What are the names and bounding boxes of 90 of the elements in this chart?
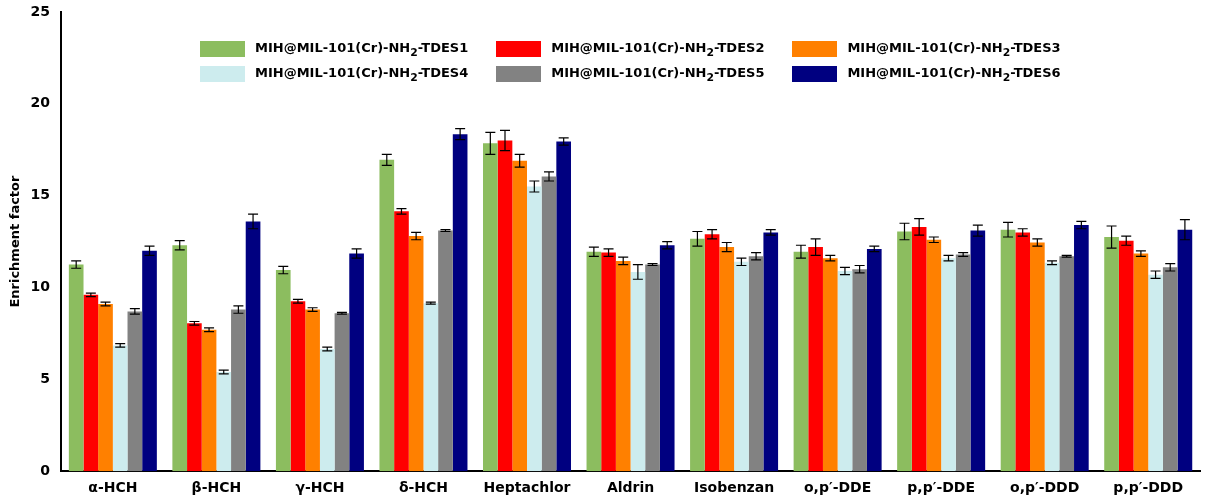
- bar: [659, 245, 675, 472]
- bar: [68, 264, 84, 472]
- bar: [83, 294, 99, 472]
- bar: [1104, 237, 1119, 472]
- x-tick-label: Heptachlor: [483, 479, 571, 496]
- bar: [763, 232, 779, 472]
- bar: [408, 236, 424, 472]
- bar: [1059, 256, 1075, 472]
- bar: [483, 143, 498, 472]
- bar: [852, 269, 867, 472]
- bar: [275, 270, 291, 472]
- bar: [216, 372, 232, 472]
- x-tick-label: Isobenzan: [693, 479, 775, 496]
- bar: [423, 303, 439, 472]
- bar: [1148, 274, 1163, 472]
- bar: [1000, 229, 1016, 472]
- bar: [172, 245, 188, 472]
- bar: [290, 301, 306, 472]
- bar: [822, 258, 838, 472]
- bar: [645, 264, 660, 472]
- y-axis-title: Enrichment factor: [7, 175, 23, 308]
- legend-label: MIH@MIL-101(Cr)-NH$_{2}$-TDES2: [551, 40, 765, 59]
- bar: [512, 160, 527, 472]
- bar: [704, 234, 720, 472]
- bar: [1074, 225, 1089, 472]
- bar: [926, 239, 942, 472]
- x-tick-label: Aldrin: [606, 479, 655, 496]
- bar: [941, 258, 956, 472]
- bar: [615, 260, 631, 472]
- bar: [1177, 229, 1193, 472]
- bar: [748, 256, 764, 472]
- bar: [452, 134, 468, 472]
- bar: [1133, 253, 1149, 472]
- legend-label: MIH@MIL-101(Cr)-NH$_{2}$-TDES3: [847, 40, 1061, 59]
- bar: [201, 329, 217, 472]
- bar: [379, 159, 395, 472]
- x-tick-label: β-HCH: [191, 479, 242, 496]
- x-tick-label: o,p′-DDE: [803, 479, 872, 496]
- bar: [1044, 262, 1060, 472]
- bar: [527, 186, 542, 472]
- bar: [1030, 242, 1045, 472]
- legend-label: MIH@MIL-101(Cr)-NH$_{2}$-TDES1: [255, 40, 469, 59]
- bar: [793, 251, 809, 472]
- bar: [334, 313, 350, 472]
- bar: [319, 349, 335, 472]
- bar: [497, 140, 513, 472]
- bar: [127, 311, 143, 472]
- x-tick-label: o,p′-DDD: [1010, 479, 1080, 496]
- bar: [541, 176, 557, 472]
- bar: [245, 221, 261, 472]
- bar: [837, 270, 853, 472]
- bar: [690, 238, 705, 472]
- x-tick-label: α-HCH: [88, 479, 138, 496]
- bar: [970, 230, 986, 472]
- bar: [187, 323, 202, 472]
- bar: [866, 248, 882, 472]
- bar: [630, 271, 646, 472]
- y-tick-label: 5: [40, 370, 51, 386]
- legend-label: MIH@MIL-101(Cr)-NH$_{2}$-TDES4: [255, 64, 469, 84]
- bar: [98, 304, 113, 472]
- bar: [734, 261, 749, 472]
- y-tick-label: 15: [30, 186, 51, 203]
- bar: [601, 252, 616, 472]
- x-tick-label: δ-HCH: [398, 479, 449, 496]
- x-tick-label: γ-HCH: [295, 479, 345, 496]
- bar: [1162, 267, 1178, 472]
- x-tick-label: p,p′-DDE: [907, 479, 975, 496]
- bar: [1118, 240, 1134, 472]
- bar: [897, 231, 912, 472]
- bar: [955, 254, 971, 472]
- bar: [305, 309, 320, 472]
- x-tick-label: p,p′-DDD: [1113, 479, 1184, 496]
- bar: [438, 230, 453, 472]
- y-tick-label: 10: [30, 278, 51, 295]
- y-tick-label: 25: [30, 2, 51, 19]
- bar: [142, 250, 157, 472]
- bar: [586, 251, 602, 472]
- bar: [556, 141, 572, 472]
- bar: [394, 211, 409, 472]
- legend-label: MIH@MIL-101(Cr)-NH$_{2}$-TDES6: [847, 64, 1061, 84]
- bar: [719, 247, 735, 472]
- bar: [349, 253, 364, 472]
- bar: [1015, 232, 1031, 472]
- bar: [911, 226, 927, 472]
- y-tick-label: 20: [30, 94, 51, 111]
- bar: [231, 309, 246, 472]
- bar: [808, 247, 823, 472]
- legend-label: MIH@MIL-101(Cr)-NH$_{2}$-TDES5: [551, 64, 765, 84]
- y-tick-label: 0: [40, 461, 51, 478]
- bar: [112, 345, 128, 472]
